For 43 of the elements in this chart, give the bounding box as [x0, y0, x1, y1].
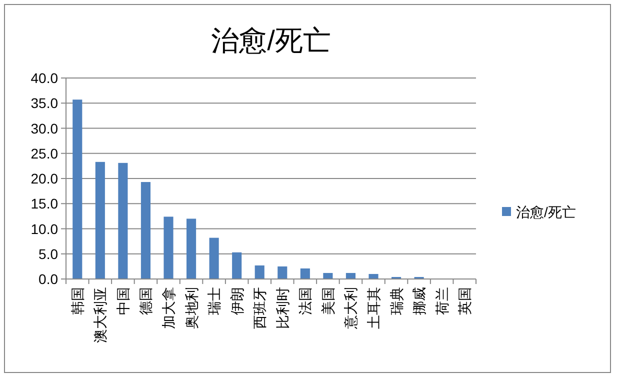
y-tick-label: 0.0 [38, 271, 58, 287]
legend-label: 治愈/死亡 [516, 204, 576, 220]
bar [368, 274, 378, 279]
bar [164, 216, 174, 279]
bar [346, 272, 356, 279]
x-tick-label: 挪威 [411, 287, 428, 315]
x-tick-label: 中国 [114, 287, 131, 315]
bar [254, 265, 264, 279]
x-tick-label: 西班牙 [252, 287, 268, 329]
x-tick-label: 瑞士 [206, 287, 222, 315]
bar [95, 162, 105, 279]
x-tick-label: 澳大利亚 [92, 287, 108, 343]
x-tick-label: 奥地利 [183, 287, 200, 329]
chart-title: 治愈/死亡 [211, 25, 331, 56]
x-tick-label: 土耳其 [366, 287, 382, 329]
y-tick-label: 20.0 [30, 170, 58, 186]
y-tick-label: 5.0 [38, 246, 58, 262]
bar [300, 268, 310, 279]
x-tick-label: 荷兰 [434, 287, 450, 315]
bar [209, 238, 219, 279]
bar [118, 162, 128, 279]
x-tick-label: 韩国 [69, 287, 86, 315]
y-tick-label: 40.0 [30, 70, 58, 86]
x-tick-label: 伊朗 [228, 287, 245, 315]
x-tick-label: 意大利 [342, 287, 359, 330]
x-tick-label: 美国 [320, 287, 336, 315]
bar [72, 100, 82, 279]
bar [140, 182, 151, 279]
y-tick-label: 15.0 [30, 196, 58, 212]
x-tick-label: 加大拿 [160, 287, 176, 329]
y-tick-label: 10.0 [30, 220, 58, 237]
y-tick-label: 30.0 [30, 120, 58, 136]
x-tick-label: 法国 [297, 287, 314, 315]
bar [232, 252, 242, 279]
y-tick-label: 25.0 [30, 145, 58, 162]
x-tick-label: 比利时 [274, 287, 290, 329]
bar [323, 272, 333, 279]
x-tick-label: 瑞典 [388, 287, 404, 315]
y-tick-label: 35.0 [30, 95, 58, 112]
bar [186, 218, 196, 279]
bar [278, 266, 288, 279]
x-tick-label: 德国 [138, 287, 154, 315]
x-tick-label: 英国 [456, 287, 473, 315]
